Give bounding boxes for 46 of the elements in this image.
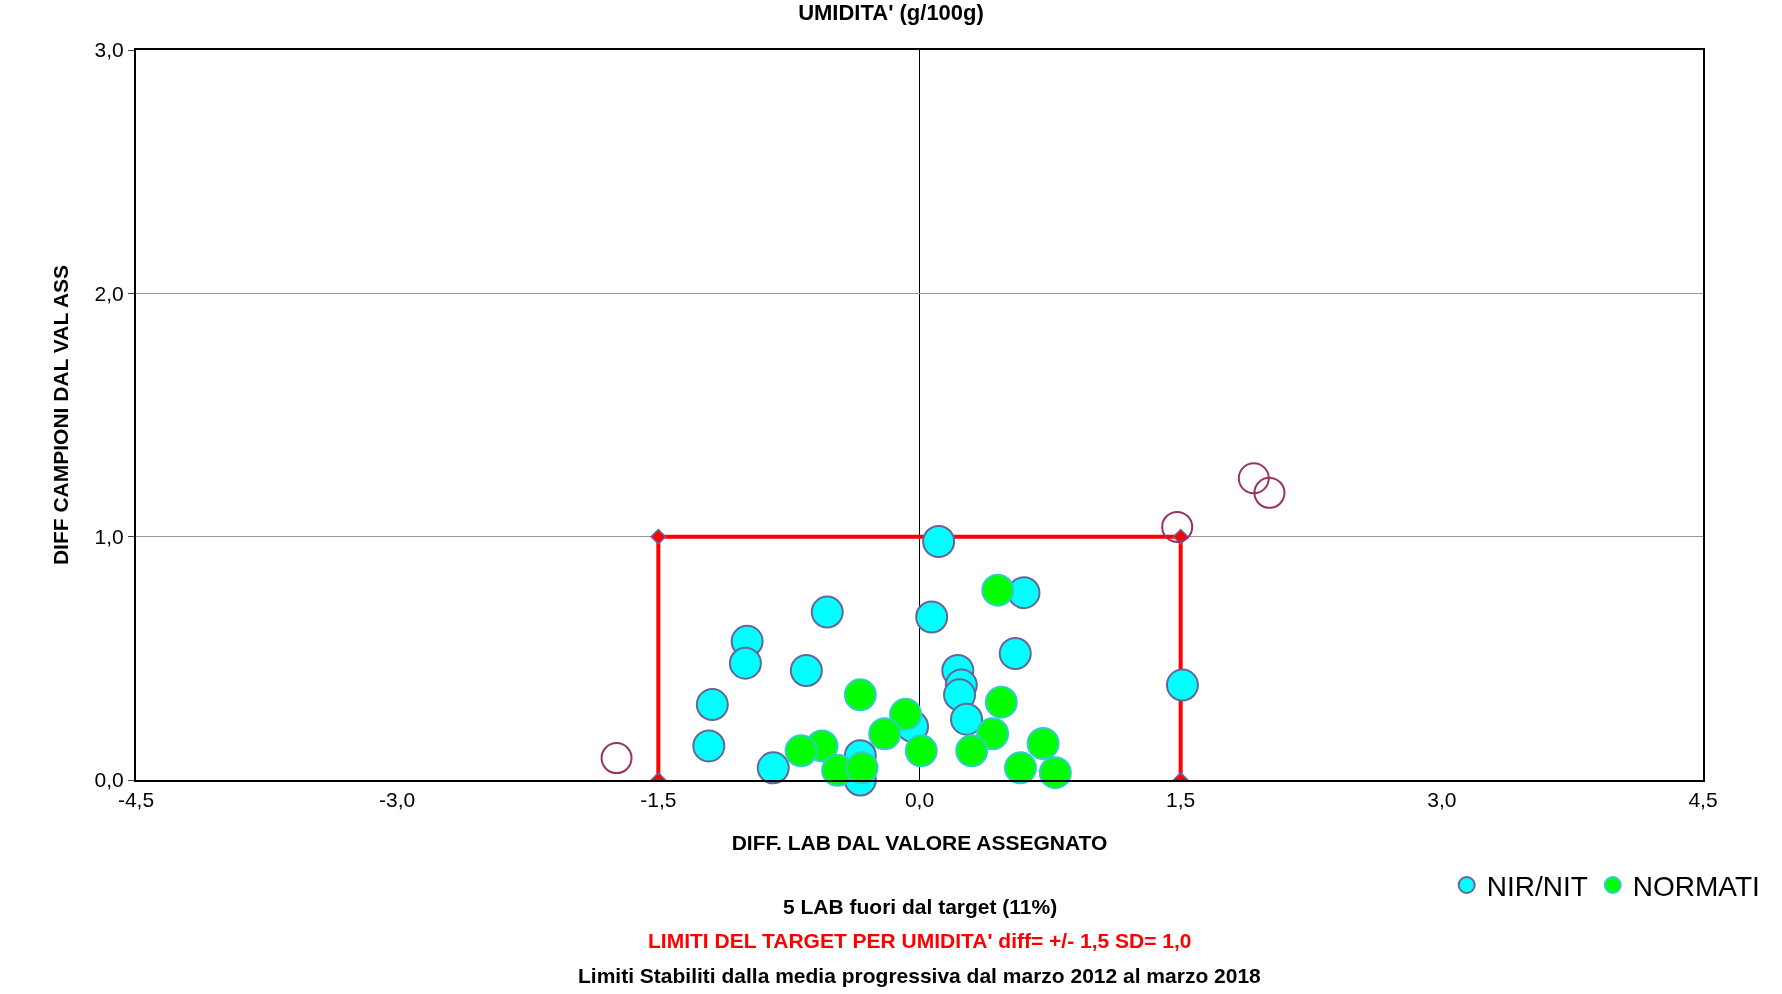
point: [784, 734, 818, 768]
point: [1161, 510, 1194, 543]
point: [981, 573, 1015, 607]
point: [695, 688, 729, 722]
point: [1253, 476, 1286, 509]
point: [1165, 668, 1199, 702]
text: Limiti Stabiliti dalla media progressiva dal marzo 2012 al marzo 2018: [578, 964, 1262, 987]
point: [1237, 462, 1270, 495]
y-tick-label: 3,0: [94, 38, 124, 62]
point: [904, 734, 938, 768]
point: [789, 654, 823, 687]
point: [889, 697, 923, 731]
point: [810, 595, 844, 629]
x-tick-label: -3,0: [379, 788, 416, 812]
point: [976, 717, 1010, 751]
point: [1003, 751, 1037, 785]
point: [843, 678, 877, 712]
point: [650, 528, 667, 545]
point: [600, 742, 633, 775]
point: [845, 751, 879, 785]
point: [922, 525, 956, 559]
y-axis-title: DIFF CAMPIONI DAL VAL ASS: [49, 264, 73, 566]
x-tick-label: 4,5: [1688, 788, 1718, 812]
point: [728, 646, 762, 680]
point: [756, 751, 790, 785]
point: [1038, 756, 1072, 790]
point: [950, 702, 984, 736]
point: [1026, 727, 1060, 760]
y-tick-label: 2,0: [94, 281, 124, 305]
text: LIMITI DEL TARGET PER UMIDITA' diff= +/- 1,5 SD= 1,0: [648, 929, 1192, 952]
legend-label: NORMATI: [1632, 870, 1760, 902]
x-tick-label: -1,5: [640, 788, 677, 812]
point: [915, 600, 949, 634]
point: [955, 734, 989, 768]
text: 5 LAB fuori dal target (11%): [783, 895, 1058, 918]
chart-title: UMIDITA' (g/100g): [798, 0, 984, 26]
x-tick-label: 0,0: [904, 788, 935, 812]
point: [868, 717, 902, 751]
x-tick-label: 3,0: [1427, 788, 1457, 812]
legend-label: NIR/NIT: [1486, 870, 1588, 902]
x-axis-title: DIFF. LAB DAL VALORE ASSEGNATO: [731, 830, 1108, 854]
x-tick-label: 1,5: [1166, 788, 1196, 812]
point: [692, 729, 726, 763]
point: [998, 636, 1032, 670]
point: [984, 685, 1018, 719]
y-tick-label: 1,0: [94, 525, 124, 549]
